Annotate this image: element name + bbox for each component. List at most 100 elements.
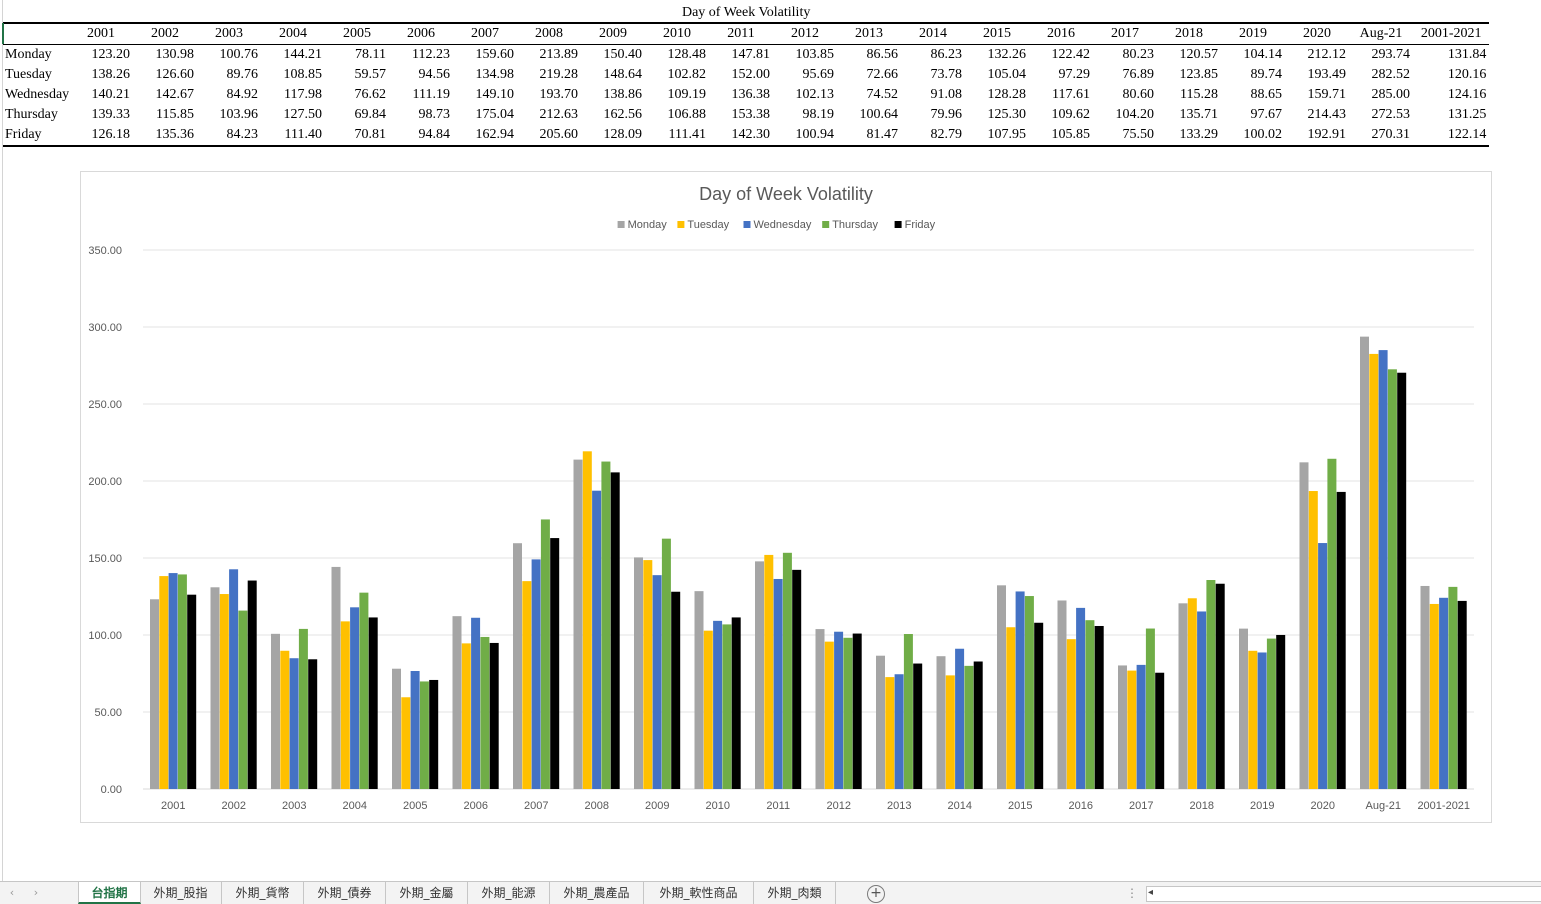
value-cell[interactable]: 81.47	[837, 125, 901, 147]
value-cell[interactable]: 84.92	[226, 87, 259, 102]
value-cell[interactable]: 127.50	[283, 107, 323, 122]
chevron-right-icon[interactable]: ›	[33, 886, 39, 899]
year-header[interactable]: 2011	[709, 22, 773, 45]
value-cell[interactable]: 147.81	[731, 47, 771, 62]
value-cell[interactable]: 109.62	[1051, 107, 1091, 122]
year-header[interactable]: Aug-21	[1349, 22, 1413, 45]
value-cell[interactable]: 219.28	[539, 67, 579, 82]
value-cell[interactable]: 104.20	[1115, 107, 1155, 122]
value-cell[interactable]: 111.19	[412, 87, 450, 102]
year-header[interactable]: 2016	[1029, 22, 1093, 45]
value-cell[interactable]: 104.14	[1243, 47, 1283, 62]
value-cell[interactable]: 175.04	[475, 107, 515, 122]
value-cell[interactable]: 80.60	[1122, 87, 1155, 102]
value-cell[interactable]: 132.26	[987, 47, 1027, 62]
value-cell[interactable]: 205.60	[517, 125, 581, 147]
sheet-tab[interactable]: 外期_軟性商品	[644, 882, 754, 904]
value-cell[interactable]: 126.60	[155, 67, 195, 82]
row-label[interactable]: Friday	[3, 125, 69, 147]
value-cell[interactable]: 152.00	[731, 67, 771, 82]
value-cell[interactable]: 142.67	[155, 87, 195, 102]
year-header[interactable]: 2003	[197, 22, 261, 45]
value-cell[interactable]: 123.85	[1179, 67, 1219, 82]
sheet-tab[interactable]: 台指期	[78, 882, 141, 904]
value-cell[interactable]: 79.96	[930, 107, 963, 122]
value-cell[interactable]: 136.38	[731, 87, 771, 102]
year-header[interactable]: 2010	[645, 22, 709, 45]
value-cell[interactable]: 100.94	[773, 125, 837, 147]
value-cell[interactable]: 125.30	[987, 107, 1027, 122]
sheet-tab[interactable]: 外期_金屬	[386, 882, 468, 904]
value-cell[interactable]: 124.16	[1447, 87, 1487, 102]
worksheet[interactable]: Day of Week Volatility 2001 2002 2003 2004 20…	[0, 0, 1541, 881]
year-header[interactable]: 2001-2021	[1413, 22, 1490, 45]
year-header[interactable]: 2018	[1157, 22, 1221, 45]
value-cell[interactable]: 100.76	[219, 47, 259, 62]
row-label[interactable]: Thursday	[5, 107, 58, 122]
value-cell[interactable]: 100.64	[859, 107, 899, 122]
value-cell[interactable]: 112.23	[412, 47, 450, 62]
value-cell[interactable]: 91.08	[930, 87, 963, 102]
chevron-left-icon[interactable]: ‹	[9, 886, 15, 899]
value-cell[interactable]: 149.10	[475, 87, 515, 102]
value-cell[interactable]: 214.43	[1307, 107, 1347, 122]
value-cell[interactable]: 140.21	[91, 87, 131, 102]
year-header[interactable]: 2012	[773, 22, 837, 45]
value-cell[interactable]: 98.73	[418, 107, 451, 122]
value-cell[interactable]: 128.48	[667, 47, 707, 62]
row-label[interactable]: Monday	[5, 47, 52, 62]
value-cell[interactable]: 128.28	[987, 87, 1027, 102]
sheet-tab[interactable]: 外期_能源	[468, 882, 550, 904]
value-cell[interactable]: 162.94	[453, 125, 517, 147]
value-cell[interactable]: 159.60	[475, 47, 515, 62]
year-header[interactable]: 2013	[837, 22, 901, 45]
value-cell[interactable]: 131.25	[1447, 107, 1487, 122]
value-cell[interactable]: 162.56	[603, 107, 643, 122]
value-cell[interactable]: 159.71	[1307, 87, 1347, 102]
value-cell[interactable]: 76.89	[1122, 67, 1155, 82]
value-cell[interactable]: 103.96	[219, 107, 259, 122]
value-cell[interactable]: 138.26	[91, 67, 131, 82]
sheet-tab[interactable]: 外期_股指	[140, 882, 222, 904]
value-cell[interactable]: 139.33	[91, 107, 131, 122]
value-cell[interactable]: 102.82	[667, 67, 707, 82]
value-cell[interactable]: 97.29	[1058, 67, 1091, 82]
value-cell[interactable]: 128.09	[581, 125, 645, 147]
value-cell[interactable]: 97.67	[1250, 107, 1283, 122]
value-cell[interactable]: 212.12	[1307, 47, 1347, 62]
value-cell[interactable]: 135.71	[1179, 107, 1219, 122]
year-header[interactable]: 2008	[517, 22, 581, 45]
year-header[interactable]: 2009	[581, 22, 645, 45]
value-cell[interactable]: 148.64	[603, 67, 643, 82]
row-label[interactable]: Wednesday	[5, 87, 69, 102]
value-cell[interactable]: 69.84	[354, 107, 387, 122]
value-cell[interactable]: 89.74	[1250, 67, 1283, 82]
volatility-chart[interactable]: Day of Week Volatility Monday Tuesday Wedn…	[80, 171, 1492, 823]
value-cell[interactable]: 84.23	[197, 125, 261, 147]
value-cell[interactable]: 105.04	[987, 67, 1027, 82]
value-cell[interactable]: 115.85	[156, 107, 194, 122]
year-header[interactable]: 2014	[901, 22, 965, 45]
value-cell[interactable]: 270.31	[1349, 125, 1413, 147]
value-cell[interactable]: 134.98	[475, 67, 515, 82]
value-cell[interactable]: 138.86	[603, 87, 643, 102]
table-corner-cell[interactable]	[3, 22, 69, 45]
value-cell[interactable]: 95.69	[802, 67, 835, 82]
year-header[interactable]: 2020	[1285, 22, 1349, 45]
year-header[interactable]: 2006	[389, 22, 453, 45]
sheet-tab[interactable]: 外期_債券	[304, 882, 386, 904]
value-cell[interactable]: 115.28	[1180, 87, 1218, 102]
value-cell[interactable]: 82.79	[901, 125, 965, 147]
value-cell[interactable]: 130.98	[155, 47, 195, 62]
year-header[interactable]: 2004	[261, 22, 325, 45]
value-cell[interactable]: 213.89	[539, 47, 579, 62]
value-cell[interactable]: 193.49	[1307, 67, 1347, 82]
value-cell[interactable]: 192.91	[1285, 125, 1349, 147]
sheet-tab[interactable]: 外期_農產品	[550, 882, 644, 904]
value-cell[interactable]: 150.40	[603, 47, 643, 62]
value-cell[interactable]: 59.57	[354, 67, 387, 82]
horizontal-scrollbar[interactable]	[1146, 886, 1541, 902]
value-cell[interactable]: 193.70	[539, 87, 579, 102]
value-cell[interactable]: 142.30	[709, 125, 773, 147]
value-cell[interactable]: 122.14	[1413, 125, 1490, 147]
